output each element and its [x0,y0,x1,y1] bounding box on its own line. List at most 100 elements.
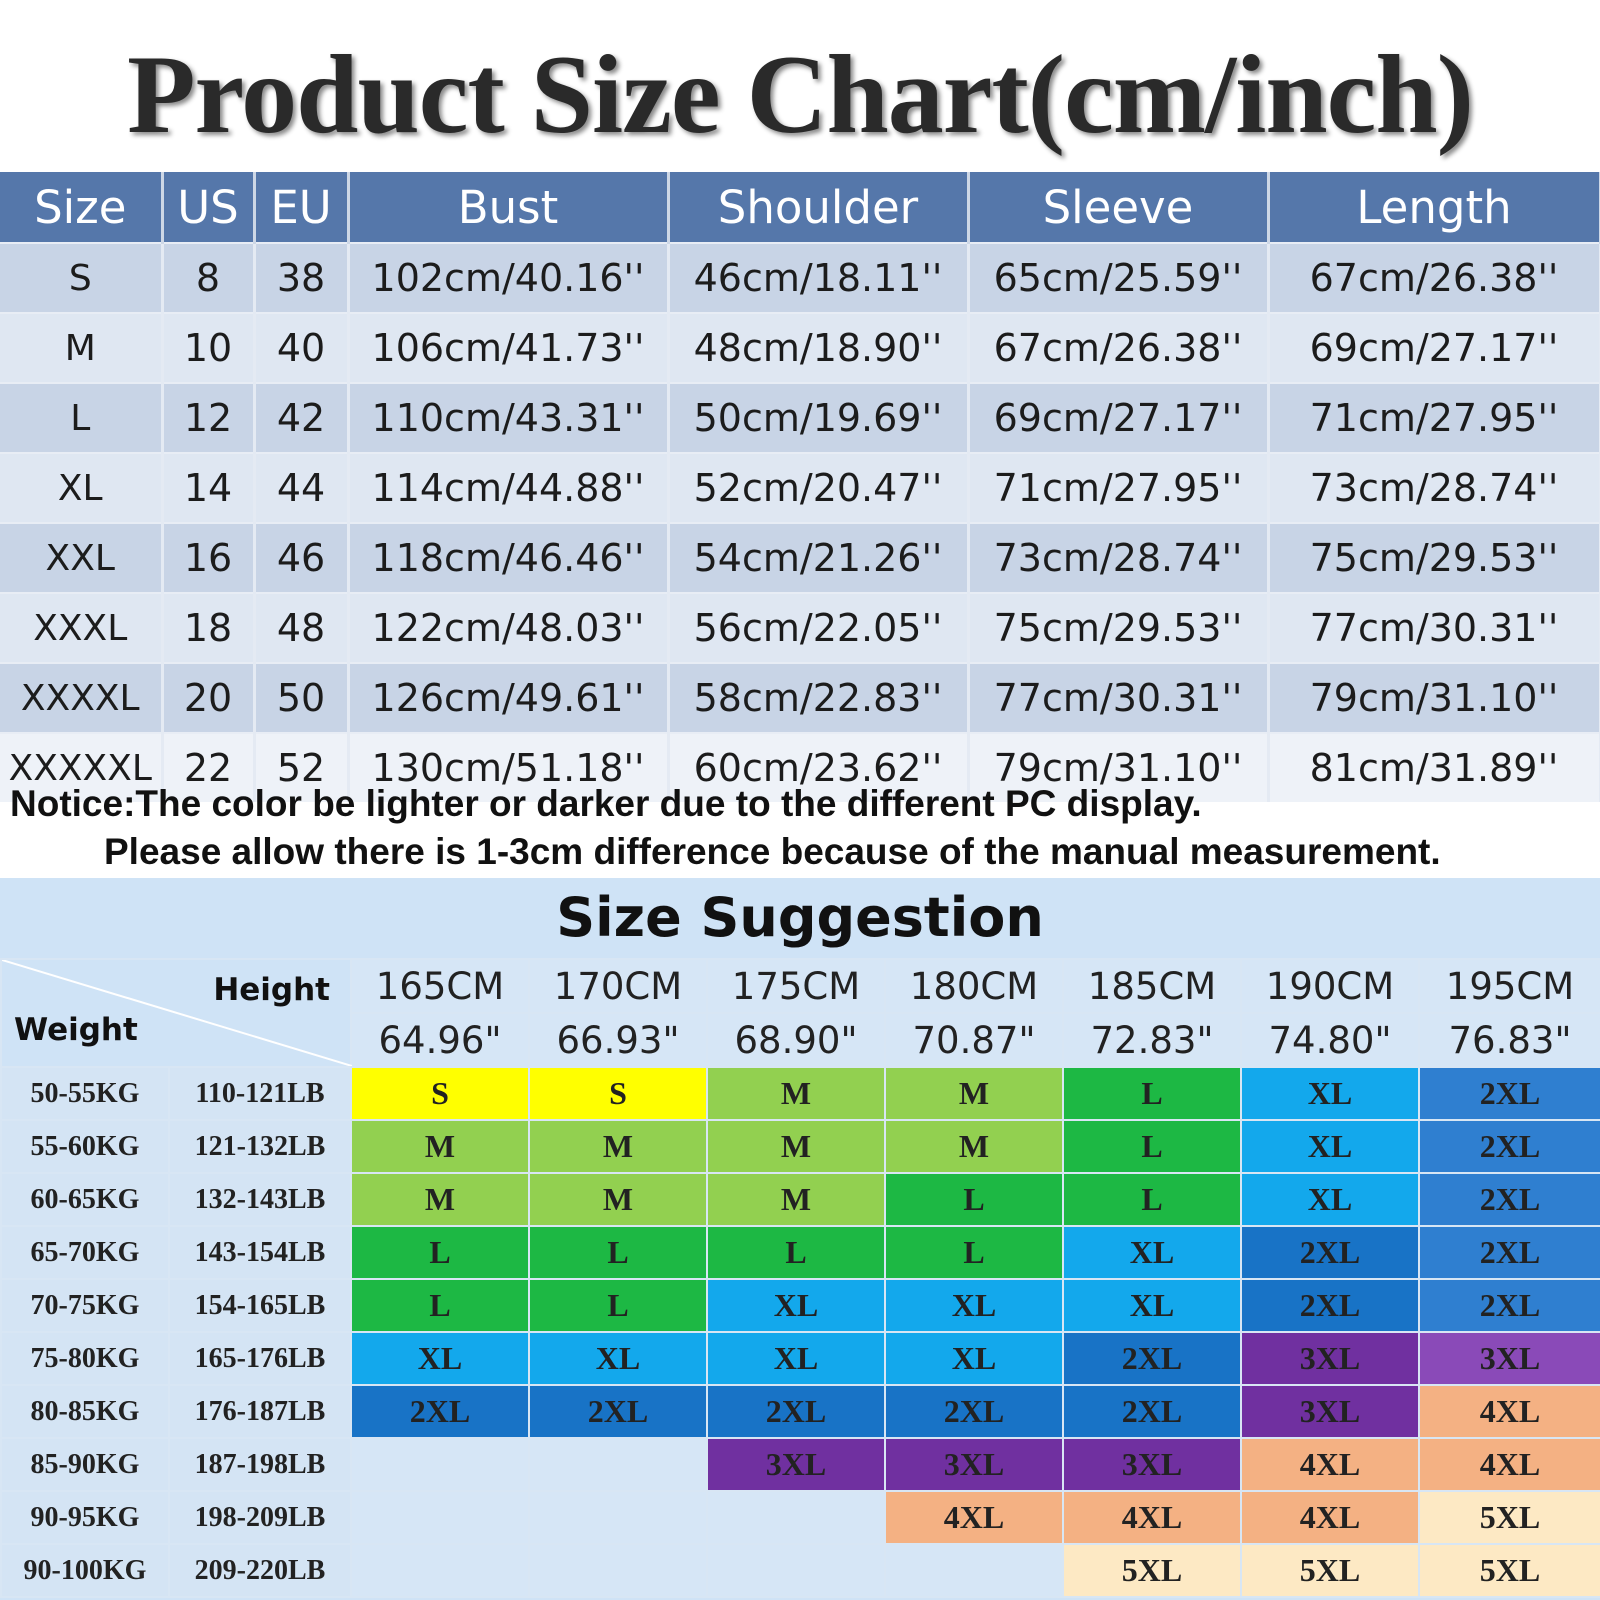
notice-line-2: Please allow there is 1-3cm difference b… [104,831,1441,872]
size-suggestion-cell: L [1062,1119,1242,1174]
size-suggestion-cell: XL [528,1331,708,1386]
table-cell: 54cm/21.26'' [668,522,970,593]
table-cell: 67cm/26.38'' [968,312,1270,383]
suggestion-row: 85-90KG 187-198LB 3XL 3XL 3XL 4XL 4XL [0,1437,1600,1492]
table-cell: L [0,382,164,453]
table-cell: 75cm/29.53'' [968,592,1270,663]
weight-lb-cell: 198-209LB [168,1490,352,1545]
weight-lb-cell: 132-143LB [168,1172,352,1227]
size-suggestion-cell: 5XL [1240,1543,1420,1598]
table-cell: 58cm/22.83'' [668,662,970,733]
size-chart-table: Size US EU Bust Shoulder Sleeve Length S… [0,172,1600,802]
table-cell: 65cm/25.59'' [968,242,1270,313]
size-suggestion-cell: 4XL [1062,1490,1242,1545]
table-row: S 8 38 102cm/40.16'' 46cm/18.11'' 65cm/25.59'… [0,242,1600,313]
table-cell: 50 [254,662,350,733]
table-cell: 106cm/41.73'' [348,312,670,383]
table-cell: 46 [254,522,350,593]
size-suggestion-cell: 3XL [1062,1437,1242,1492]
size-suggestion-cell: M [884,1119,1064,1174]
table-cell: 40 [254,312,350,383]
suggestion-row: 55-60KG 121-132LB M M M M L XL 2XL [0,1119,1600,1174]
table-cell: 130cm/51.18'' [348,732,670,802]
header-size: Size [0,172,164,243]
height-cm-cell: 180CM [884,958,1064,1014]
table-cell: 73cm/28.74'' [968,522,1270,593]
header-eu: EU [254,172,350,243]
notice-line-1: Notice:The color be lighter or darker du… [10,783,1202,824]
table-cell: 14 [162,452,256,523]
size-suggestion-cell: XL [884,1331,1064,1386]
height-inch-cell: 68.90" [706,1012,886,1068]
weight-kg-cell: 55-60KG [0,1119,170,1174]
table-cell: 75cm/29.53'' [1268,522,1600,593]
size-suggestion-cell: M [350,1172,530,1227]
header-shoulder: Shoulder [668,172,970,243]
size-suggestion-cell: XL [1062,1225,1242,1280]
size-suggestion-cell: 4XL [1240,1490,1420,1545]
table-cell: 126cm/49.61'' [348,662,670,733]
size-suggestion-cell: S [528,1066,708,1121]
table-cell: 10 [162,312,256,383]
size-suggestion-cell: 3XL [1240,1384,1420,1439]
height-weight-corner: Height Weight [0,958,352,1068]
size-suggestion-cell: 4XL [1240,1437,1420,1492]
table-cell: 81cm/31.89'' [1268,732,1600,802]
diagonal-divider [2,960,352,1066]
weight-lb-cell: 209-220LB [168,1543,352,1598]
table-cell: 48cm/18.90'' [668,312,970,383]
size-suggestion-cell: 5XL [1062,1543,1242,1598]
size-suggestion-cell: M [528,1119,708,1174]
table-cell: 48 [254,592,350,663]
table-row: XXXXL 20 50 126cm/49.61'' 58cm/22.83'' 77cm/3… [0,662,1600,733]
size-suggestion-cell: M [528,1172,708,1227]
size-suggestion-cell: 3XL [1418,1331,1600,1386]
size-suggestion-section: Size Suggestion Height Weight 165CM 170CM… [0,878,1600,1600]
header-bust: Bust [348,172,670,243]
suggestion-row: 65-70KG 143-154LB L L L L XL 2XL 2XL [0,1225,1600,1280]
table-row: XXL 16 46 118cm/46.46'' 54cm/21.26'' 73cm/28.… [0,522,1600,593]
size-suggestion-cell: 2XL [1062,1384,1242,1439]
suggestion-row: 75-80KG 165-176LB XL XL XL XL 2XL 3XL 3XL [0,1331,1600,1386]
table-cell: 77cm/30.31'' [968,662,1270,733]
table-cell: 38 [254,242,350,313]
size-suggestion-cell: 2XL [1240,1225,1420,1280]
height-inch-cell: 72.83" [1062,1012,1242,1068]
size-suggestion-cell: L [706,1225,886,1280]
size-suggestion-cell: 2XL [1418,1278,1600,1333]
table-cell: 22 [162,732,256,802]
height-inch-cell: 70.87" [884,1012,1064,1068]
table-row: XL 14 44 114cm/44.88'' 52cm/20.47'' 71cm/27.9… [0,452,1600,523]
table-cell: 73cm/28.74'' [1268,452,1600,523]
table-cell: 114cm/44.88'' [348,452,670,523]
page-title: Product Size Chart(cm/inch) [127,33,1474,157]
size-suggestion-body: Height Weight 165CM 170CM 175CM 180CM 185CM 1… [0,958,1600,1598]
table-cell: 44 [254,452,350,523]
weight-lb-cell: 187-198LB [168,1437,352,1492]
table-cell: 42 [254,382,350,453]
size-suggestion-cell [528,1490,708,1545]
table-cell: 16 [162,522,256,593]
size-suggestion-cell: 2XL [528,1384,708,1439]
weight-kg-cell: 90-95KG [0,1490,170,1545]
size-suggestion-cell [884,1543,1064,1598]
weight-kg-cell: 50-55KG [0,1066,170,1121]
weight-kg-cell: 75-80KG [0,1331,170,1386]
size-suggestion-cell: 4XL [1418,1384,1600,1439]
size-suggestion-cell: 3XL [884,1437,1064,1492]
table-cell: 50cm/19.69'' [668,382,970,453]
weight-kg-cell: 90-100KG [0,1543,170,1598]
table-cell: XXXL [0,592,164,663]
size-suggestion-cell: S [350,1066,530,1121]
suggestion-row: 80-85KG 176-187LB 2XL 2XL 2XL 2XL 2XL 3XL 4XL [0,1384,1600,1439]
table-cell: 18 [162,592,256,663]
size-suggestion-cell: 3XL [1240,1331,1420,1386]
table-cell: 20 [162,662,256,733]
height-inch-cell: 76.83" [1418,1012,1600,1068]
size-suggestion-cell [350,1543,530,1598]
size-suggestion-cell: 2XL [1418,1119,1600,1174]
size-suggestion-cell: L [884,1172,1064,1227]
weight-lb-cell: 154-165LB [168,1278,352,1333]
table-cell: 77cm/30.31'' [1268,592,1600,663]
weight-lb-cell: 110-121LB [168,1066,352,1121]
